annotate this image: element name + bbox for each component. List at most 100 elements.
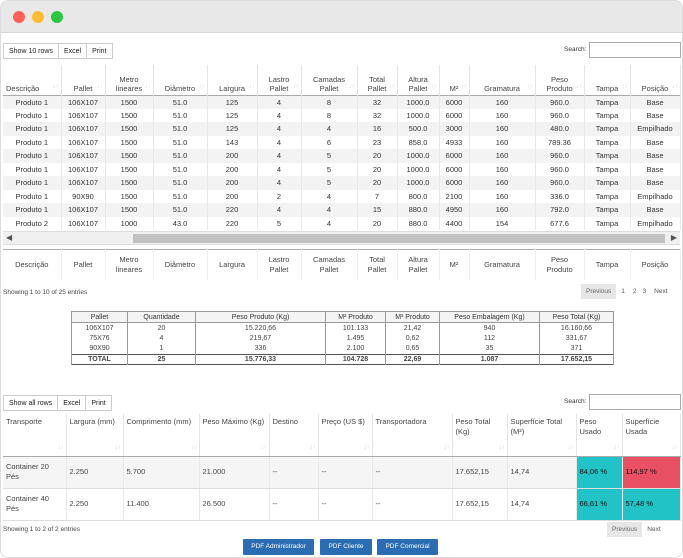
table-cell: 106X107 bbox=[61, 216, 106, 230]
transport-column-header[interactable]: Destino ↓↑ bbox=[269, 414, 319, 457]
transport-search-input[interactable] bbox=[589, 394, 681, 410]
footer-header: Lastro Pallet bbox=[257, 249, 302, 280]
transport-column-header[interactable]: Transporte ↓↑ bbox=[3, 414, 67, 457]
scroll-left-arrow-icon[interactable]: ◀ bbox=[6, 233, 13, 242]
summary-cell: 20 bbox=[127, 322, 196, 333]
transport-column-header[interactable]: Preço (US $) ↓↑ bbox=[318, 414, 373, 457]
table-cell: 4950 bbox=[439, 203, 470, 217]
footer-header: Altura Pallet bbox=[397, 249, 440, 280]
footer-header: Metro lineares bbox=[105, 249, 154, 280]
summary-header: Peso Embalagem (Kg) bbox=[439, 311, 540, 323]
transport-column-header[interactable]: Peso Máximo (Kg) ↓↑ bbox=[199, 414, 270, 457]
sort-arrows-icon: ↓↑ bbox=[292, 83, 299, 90]
summary-cell: 16.160,66 bbox=[539, 322, 614, 333]
summary-header: Quantidade bbox=[127, 311, 196, 323]
next-page-button[interactable]: Next bbox=[654, 288, 668, 295]
table-cell: 160 bbox=[469, 122, 536, 136]
column-header[interactable]: Diâmetro ↓↑ bbox=[153, 65, 208, 95]
table-cell: 1500 bbox=[105, 149, 154, 163]
transport-column-header[interactable]: Peso Usado ↓↑ bbox=[576, 414, 623, 457]
column-header[interactable]: Pallet ↓↑ bbox=[61, 65, 106, 95]
transport-cell: -- bbox=[372, 456, 453, 489]
pdf-admin-button[interactable]: PDF Administrador bbox=[243, 539, 314, 555]
transport-column-header[interactable]: Comprimento (mm) ↓↑ bbox=[123, 414, 200, 457]
table-cell: 106X107 bbox=[61, 203, 106, 217]
summary-cell: 4 bbox=[127, 333, 196, 344]
transport-print-button[interactable]: Print bbox=[86, 395, 112, 411]
summary-cell: 0,65 bbox=[385, 343, 440, 354]
footer-header: Largura bbox=[207, 249, 258, 280]
table-cell: 20 bbox=[357, 149, 398, 163]
horizontal-scrollbar[interactable]: ◀ ▶ bbox=[3, 231, 680, 245]
footer-header: Diâmetro bbox=[153, 249, 208, 280]
search-input[interactable] bbox=[589, 42, 681, 58]
transport-column-header[interactable]: Superfície Usada ↓↑ bbox=[622, 414, 681, 457]
table-cell: 960.0 bbox=[535, 108, 585, 122]
summary-cell: 90X90 bbox=[71, 343, 128, 354]
transport-column-header[interactable]: Largura (mm) ↓↑ bbox=[66, 414, 124, 457]
transport-table-info: Showing 1 to 2 of 2 entries bbox=[3, 526, 80, 533]
column-header[interactable]: Gramatura ↓↑ bbox=[469, 65, 536, 95]
table-cell: 1500 bbox=[105, 189, 154, 203]
transport-table: Transporte ↓↑ Largura (mm) ↓↑ Comprimento (m… bbox=[3, 414, 681, 521]
page-2-button[interactable]: 2 bbox=[632, 288, 637, 295]
column-header[interactable]: M² ↓↑ bbox=[439, 65, 470, 95]
page-3-button[interactable]: 3 bbox=[642, 288, 647, 295]
table-cell: 220 bbox=[207, 203, 258, 217]
table-cell: Empilhado bbox=[630, 189, 681, 203]
show-rows-button[interactable]: Show 10 rows bbox=[3, 43, 59, 59]
transport-row: Container 20 Pés 2.250 5.700 21.000 -- -- -- 17… bbox=[3, 456, 681, 489]
column-header[interactable]: Camadas Pallet ↓↑ bbox=[301, 65, 358, 95]
column-header[interactable]: Posição ↓↑ bbox=[630, 65, 681, 95]
table-cell: 1000.0 bbox=[397, 176, 440, 190]
transport-previous-button[interactable]: Previous bbox=[607, 522, 643, 537]
transport-column-header[interactable]: Transportadora ↓↑ bbox=[372, 414, 453, 457]
excel-button[interactable]: Excel bbox=[58, 43, 88, 59]
column-header[interactable]: Lastro Pallet ↓↑ bbox=[257, 65, 302, 95]
minimize-window-button[interactable] bbox=[32, 11, 44, 23]
table-cell: 1500 bbox=[105, 108, 154, 122]
previous-page-button[interactable]: Previous bbox=[581, 284, 617, 299]
sort-arrows-icon: ↓↑ bbox=[114, 444, 121, 451]
table-cell: 15 bbox=[357, 203, 398, 217]
sort-arrows-icon: ↓↑ bbox=[430, 83, 437, 90]
table-cell: 51.0 bbox=[153, 189, 208, 203]
summary-total-cell: 25 bbox=[127, 353, 196, 365]
transport-table-toolbar: Show all rows Excel Print bbox=[3, 395, 112, 411]
column-header[interactable]: Total Pallet ↓↑ bbox=[357, 65, 398, 95]
transport-search-box: Search: bbox=[564, 394, 681, 410]
print-button[interactable]: Print bbox=[87, 43, 113, 59]
column-header[interactable]: Altura Pallet ↓↑ bbox=[397, 65, 440, 95]
show-all-rows-button[interactable]: Show all rows bbox=[3, 395, 59, 411]
transport-column-header[interactable]: Superfície Total (M²) ↓↑ bbox=[507, 414, 577, 457]
table-cell: 16 bbox=[357, 122, 398, 136]
table-cell: 220 bbox=[207, 216, 258, 230]
table-cell: 106X107 bbox=[61, 95, 106, 109]
pdf-client-button[interactable]: PDF Cliente bbox=[320, 539, 372, 555]
transport-excel-button[interactable]: Excel bbox=[58, 395, 87, 411]
column-header[interactable]: Descrição ↓↑ bbox=[3, 65, 62, 95]
summary-cell: 112 bbox=[439, 333, 540, 344]
pdf-commercial-button[interactable]: PDF Comercial bbox=[377, 539, 438, 555]
table-cell: 4 bbox=[257, 108, 302, 122]
column-header[interactable]: Tampa ↓↑ bbox=[584, 65, 631, 95]
scroll-right-arrow-icon[interactable]: ▶ bbox=[670, 233, 677, 242]
maximize-window-button[interactable] bbox=[51, 11, 63, 23]
table-cell: 106X107 bbox=[61, 122, 106, 136]
table-cell: Base bbox=[630, 176, 681, 190]
page-1-button[interactable]: 1 bbox=[616, 284, 630, 299]
table-cell: Base bbox=[630, 149, 681, 163]
table-cell: 500.0 bbox=[397, 122, 440, 136]
transport-column-header[interactable]: Peso Total (Kg) ↓↑ bbox=[452, 414, 508, 457]
scrollbar-thumb[interactable] bbox=[133, 234, 665, 243]
column-header[interactable]: Largura ↓↑ bbox=[207, 65, 258, 95]
table-cell: Tampa bbox=[584, 162, 631, 176]
sort-arrows-icon: ↓↑ bbox=[260, 444, 267, 451]
column-header[interactable]: Metro lineares ↓↑ bbox=[105, 65, 154, 95]
summary-cell: 75X76 bbox=[71, 333, 128, 344]
close-window-button[interactable] bbox=[13, 11, 25, 23]
column-header[interactable]: Peso Produto ↓↑ bbox=[535, 65, 585, 95]
transport-cell: 5.700 bbox=[123, 456, 200, 489]
transport-next-button[interactable]: Next bbox=[647, 526, 661, 533]
